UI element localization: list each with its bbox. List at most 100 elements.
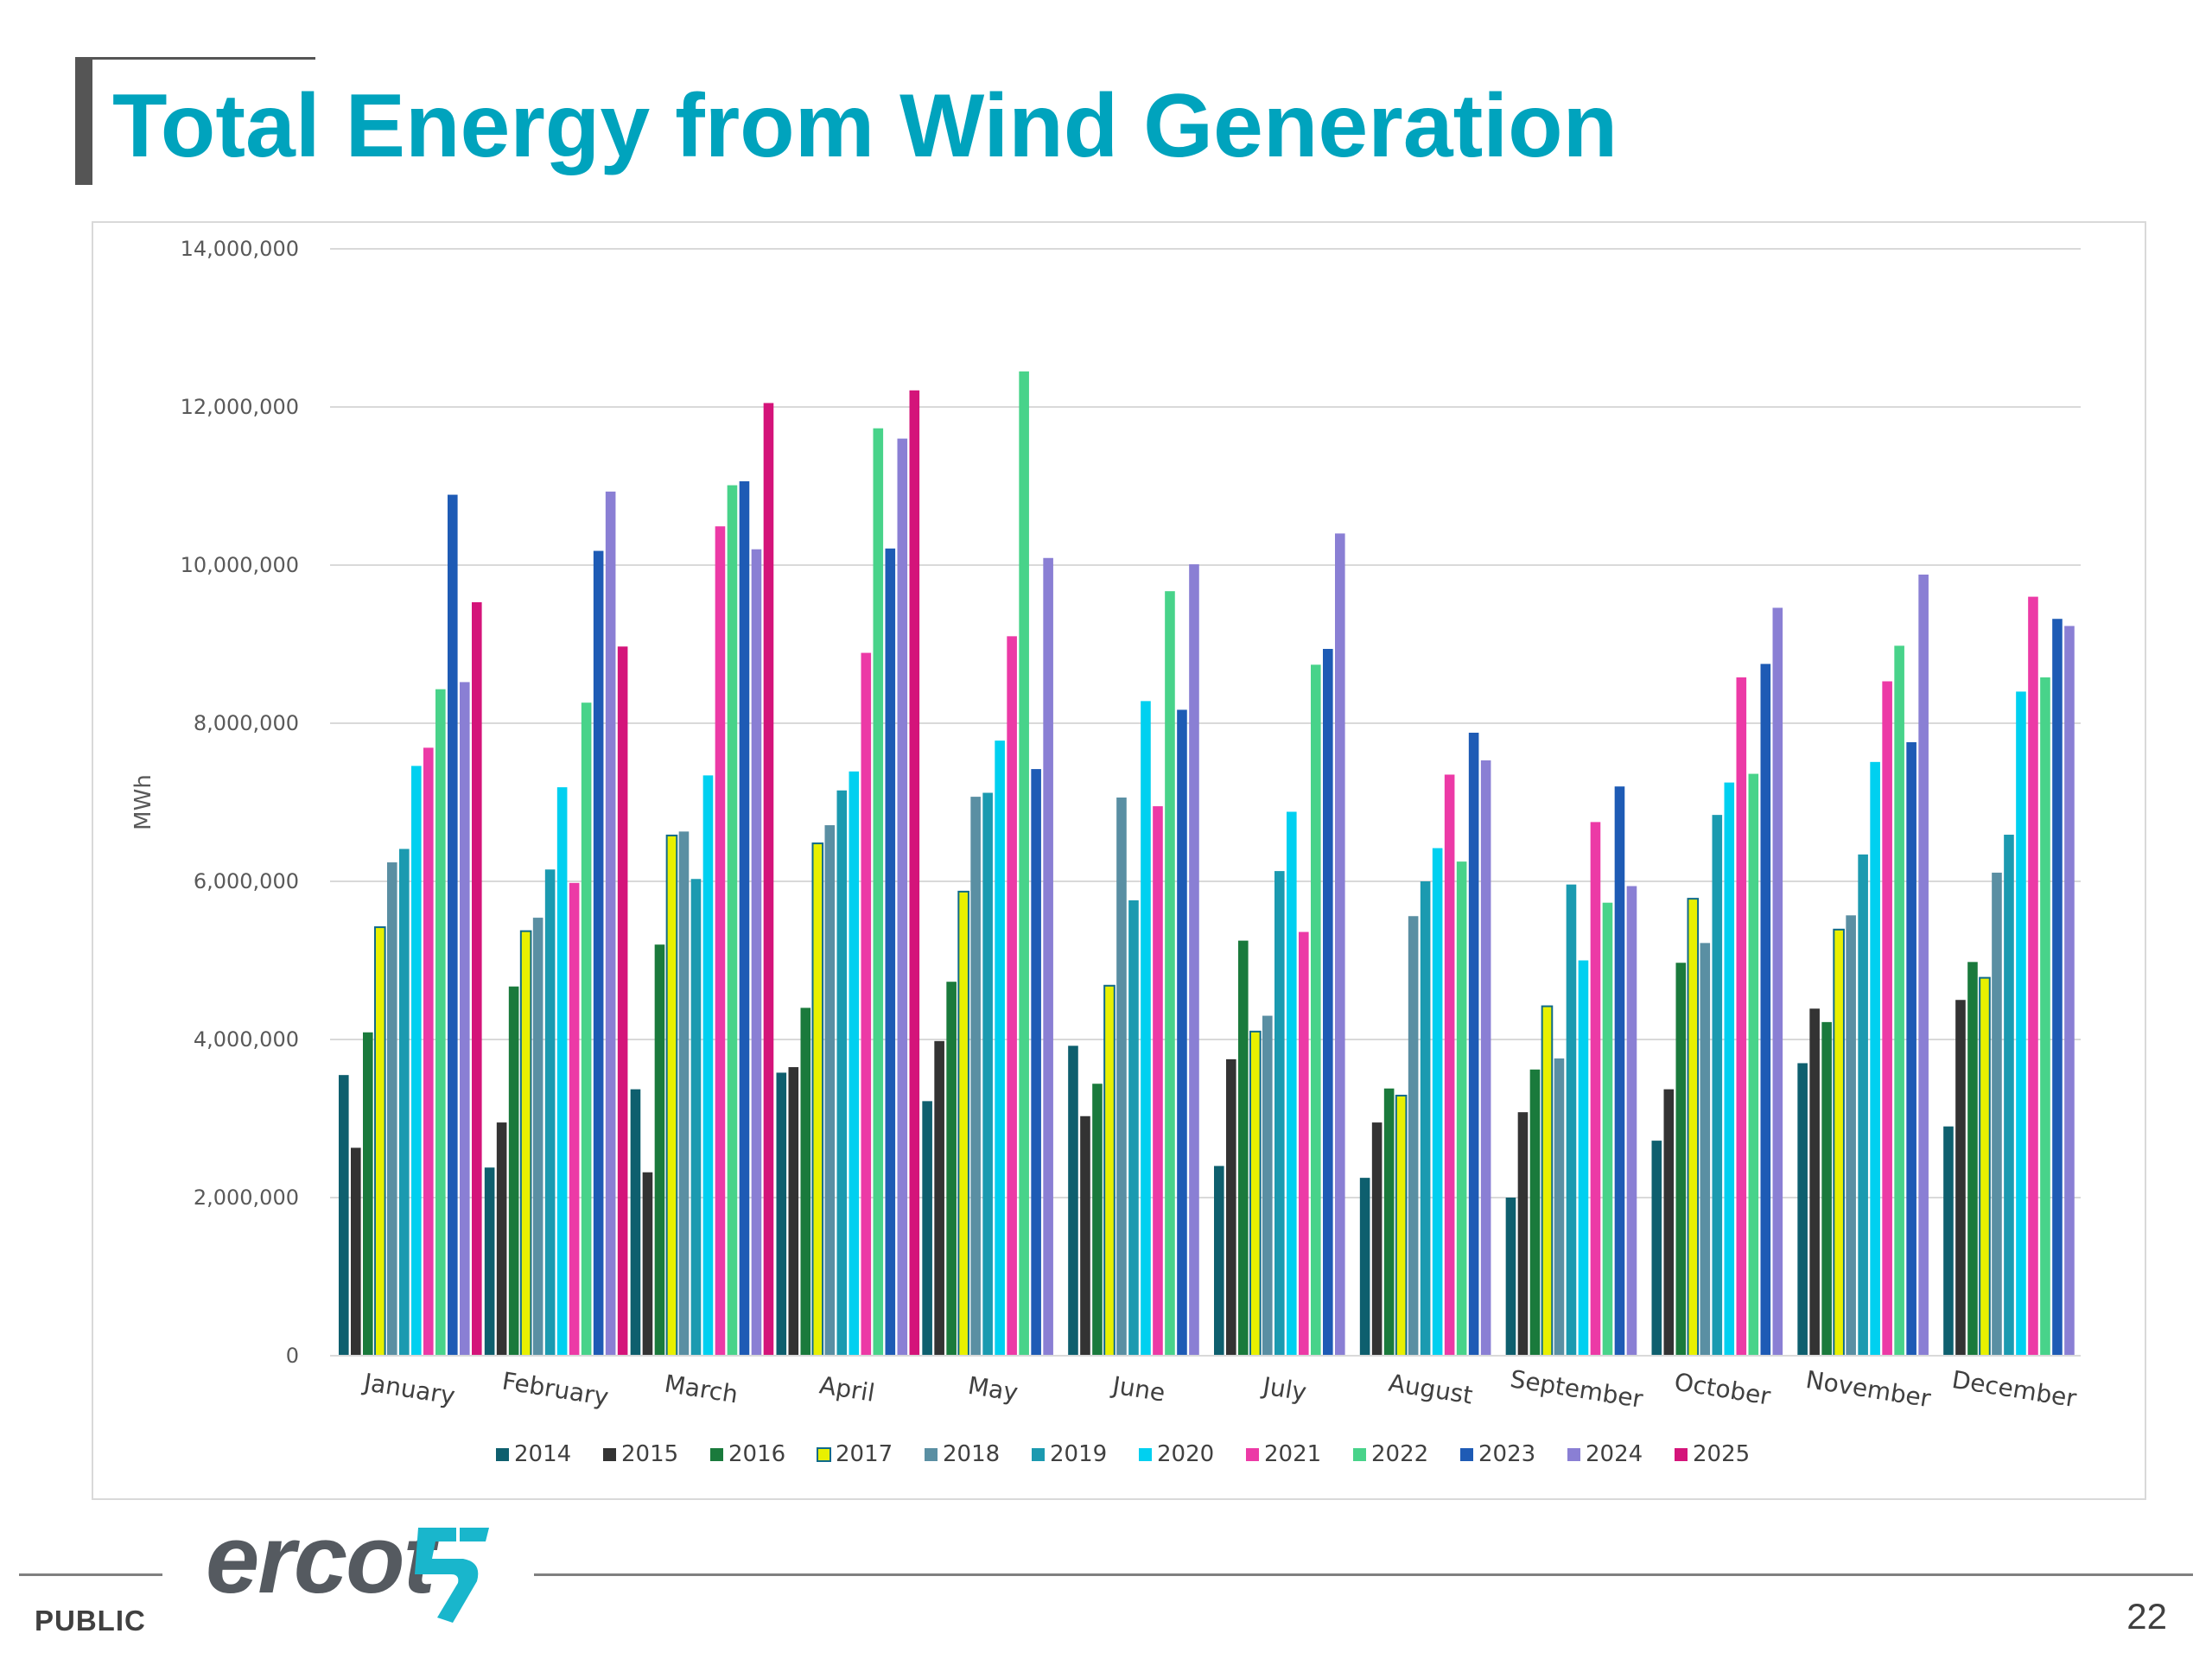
bar-2023-june <box>1177 709 1187 1356</box>
legend-label-2016: 2016 <box>728 1441 785 1467</box>
bar-2016-october <box>1675 963 1687 1356</box>
bar-2021-june <box>1153 806 1163 1356</box>
bar-2014-february <box>484 1167 495 1356</box>
bar-2016-december <box>1967 962 1978 1356</box>
bar-2025-february <box>617 646 628 1356</box>
bar-2022-may <box>1019 371 1029 1357</box>
bar-2017-july <box>1249 1030 1262 1357</box>
bar-2016-june <box>1092 1084 1103 1356</box>
bar-2014-june <box>1068 1046 1078 1356</box>
y-tick-label: 4,000,000 <box>194 1027 299 1052</box>
bar-2016-july <box>1238 940 1249 1356</box>
bar-2015-january <box>351 1147 361 1356</box>
bar-2019-february <box>544 869 556 1356</box>
bar-2024-february <box>605 491 616 1356</box>
bar-2019-october <box>1712 815 1723 1356</box>
bar-2014-may <box>922 1101 932 1356</box>
bar-2021-january <box>423 747 434 1356</box>
legend-swatch-2020 <box>1139 1448 1152 1461</box>
bar-2014-december <box>1943 1126 1954 1356</box>
y-tick-label: 2,000,000 <box>194 1185 299 1210</box>
bar-2025-january <box>472 602 482 1356</box>
bar-2021-december <box>2028 596 2038 1356</box>
bar-2017-august <box>1395 1094 1408 1357</box>
bar-2015-february <box>496 1122 507 1356</box>
bar-2018-july <box>1262 1015 1273 1356</box>
bar-2024-july <box>1335 533 1345 1356</box>
bar-2019-may <box>982 792 993 1356</box>
x-category-label: March <box>663 1370 740 1409</box>
bar-2018-march <box>678 831 690 1356</box>
title-accent-line <box>75 57 315 60</box>
bar-2022-february <box>581 702 592 1356</box>
bar-2023-march <box>739 481 750 1356</box>
bar-2018-december <box>1992 872 2002 1356</box>
bar-2018-october <box>1700 943 1711 1356</box>
bar-2020-november <box>1870 761 1880 1356</box>
bar-2024-may <box>1043 557 1053 1356</box>
bar-2021-september <box>1590 822 1601 1356</box>
bar-2014-august <box>1359 1178 1370 1356</box>
bar-2024-october <box>1772 607 1783 1356</box>
bar-2019-august <box>1420 881 1431 1356</box>
bar-2019-november <box>1858 854 1868 1356</box>
legend-swatch-2014 <box>496 1448 509 1461</box>
bar-2023-august <box>1468 732 1479 1356</box>
legend-swatch-2018 <box>925 1448 938 1461</box>
bar-2017-november <box>1833 928 1845 1357</box>
legend-swatch-2025 <box>1675 1448 1688 1461</box>
y-axis-title: MWh <box>130 774 156 830</box>
slide-title: Total Energy from Wind Generation <box>112 76 1618 176</box>
bar-2024-august <box>1480 760 1491 1356</box>
bar-2015-may <box>934 1040 944 1356</box>
legend-swatch-2017 <box>817 1447 831 1462</box>
bar-2020-april <box>849 771 860 1356</box>
bar-2022-september <box>1602 902 1613 1356</box>
bar-2022-january <box>435 689 446 1356</box>
bar-2021-february <box>569 882 580 1356</box>
y-tick-label: 14,000,000 <box>181 237 299 261</box>
bar-2021-april <box>861 652 872 1356</box>
bar-2023-february <box>593 550 604 1356</box>
bar-2021-november <box>1882 681 1892 1356</box>
bar-2015-august <box>1371 1122 1382 1356</box>
bar-2018-january <box>387 862 397 1356</box>
bar-2017-january <box>374 926 386 1357</box>
y-tick-label: 0 <box>286 1344 299 1368</box>
bar-2019-march <box>690 879 702 1356</box>
bar-2022-june <box>1165 591 1175 1356</box>
legend-swatch-2021 <box>1246 1448 1259 1461</box>
bar-2021-july <box>1299 931 1309 1356</box>
ercot-logo-text: ercot <box>206 1505 435 1613</box>
legend-label-2014: 2014 <box>514 1441 571 1467</box>
legend-swatch-2019 <box>1032 1448 1045 1461</box>
bar-2022-july <box>1311 664 1321 1356</box>
bar-2023-november <box>1906 741 1916 1356</box>
bar-2021-august <box>1444 774 1455 1356</box>
bar-2014-january <box>339 1075 349 1356</box>
bar-2019-december <box>2004 835 2014 1356</box>
x-category-label: May <box>966 1371 1020 1408</box>
y-tick-label: 6,000,000 <box>194 869 299 893</box>
bar-2015-july <box>1226 1058 1236 1356</box>
bar-2016-november <box>1821 1021 1832 1356</box>
x-category-label: September <box>1509 1364 1646 1414</box>
bar-2024-april <box>897 438 908 1357</box>
bar-2020-may <box>995 741 1005 1356</box>
bar-2023-may <box>1031 769 1041 1356</box>
wind-energy-bar-chart: 0 2,000,000 4,000,000 6,000,000 8,000,000 10,… <box>130 237 2081 1467</box>
x-category-label: October <box>1672 1368 1772 1411</box>
bar-2020-march <box>702 775 714 1356</box>
bar-2022-december <box>2040 677 2050 1356</box>
bar-2025-april <box>909 390 920 1356</box>
bar-2017-december <box>1979 976 1991 1357</box>
title-accent-bar <box>75 57 92 185</box>
bar-2023-december <box>2052 619 2063 1356</box>
footer-divider-left <box>19 1573 162 1576</box>
bar-2018-april <box>824 825 836 1356</box>
bar-2024-march <box>751 549 762 1356</box>
bar-2024-december <box>2064 626 2075 1356</box>
legend-label-2025: 2025 <box>1693 1441 1750 1467</box>
bar-2017-october <box>1687 898 1700 1357</box>
legend-swatch-2015 <box>603 1448 616 1461</box>
